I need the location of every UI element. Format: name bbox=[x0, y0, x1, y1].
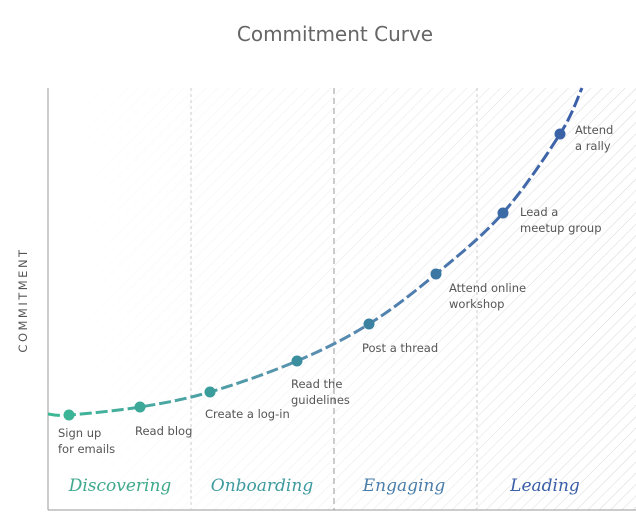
label-line: Attend bbox=[575, 123, 613, 137]
label-line: Read the bbox=[291, 377, 342, 391]
label-line: Lead a bbox=[520, 205, 558, 219]
title: Commitment Curve bbox=[237, 22, 433, 46]
step-label: Attend online workshop bbox=[449, 281, 526, 311]
step-dot bbox=[134, 401, 146, 413]
label-line: guidelines bbox=[291, 393, 350, 407]
step-label: Lead a meetup group bbox=[520, 205, 602, 235]
label-line: a rally bbox=[575, 139, 611, 153]
label-line: workshop bbox=[449, 297, 504, 311]
step-dot bbox=[63, 409, 75, 421]
stage-label: Leading bbox=[509, 476, 580, 496]
label-line: Create a log-in bbox=[205, 407, 290, 421]
step-dot bbox=[554, 128, 566, 140]
step-label: Create a log-in bbox=[205, 407, 290, 421]
label-line: Post a thread bbox=[362, 341, 438, 355]
step-label: Post a thread bbox=[362, 341, 438, 355]
stage-label: Onboarding bbox=[211, 476, 314, 496]
label-line: Attend online bbox=[449, 281, 526, 295]
curve-layer: Sign up for emails Read blog Create a log-i… bbox=[47, 87, 613, 496]
stage-label: Discovering bbox=[68, 476, 172, 496]
label-line: Read blog bbox=[135, 424, 192, 438]
step-dot bbox=[430, 268, 442, 280]
label-line: meetup group bbox=[520, 221, 602, 235]
step-label: Sign up for emails bbox=[58, 426, 115, 456]
hatch-area bbox=[48, 88, 636, 510]
step-dot bbox=[497, 207, 509, 219]
step-dot bbox=[291, 355, 303, 367]
curve bbox=[47, 87, 584, 417]
step-label: Read blog bbox=[135, 424, 192, 438]
step-dot bbox=[204, 386, 216, 398]
stage-label: Engaging bbox=[362, 476, 446, 496]
step-label: Read the guidelines bbox=[291, 377, 350, 407]
step-dot bbox=[363, 318, 375, 330]
y-axis-label: COMMITMENT bbox=[16, 247, 30, 352]
label-line: for emails bbox=[58, 442, 115, 456]
step-label: Attend a rally bbox=[575, 123, 613, 153]
label-line: Sign up bbox=[58, 426, 101, 440]
